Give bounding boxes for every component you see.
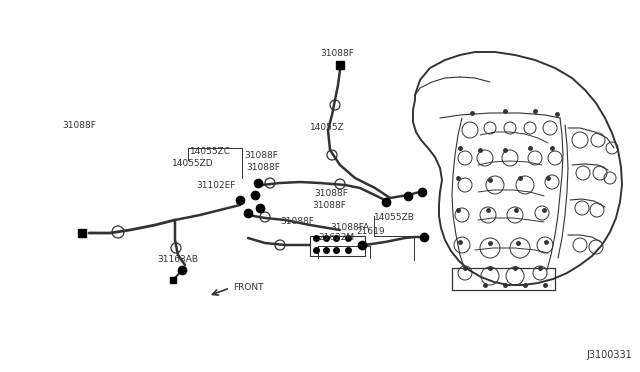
Text: 14055ZC: 14055ZC — [190, 147, 231, 155]
Polygon shape — [413, 52, 622, 285]
Text: 31102EF: 31102EF — [196, 182, 236, 190]
Text: 31088F: 31088F — [246, 164, 280, 173]
Text: 31163AB: 31163AB — [157, 256, 198, 264]
Text: 14055ZD: 14055ZD — [172, 158, 214, 167]
Text: FRONT: FRONT — [233, 282, 264, 292]
Text: 21622M: 21622M — [318, 234, 354, 243]
Bar — [310, 236, 365, 256]
Text: 31088F: 31088F — [244, 151, 278, 160]
Text: 21619: 21619 — [356, 228, 385, 237]
Text: 14055ZB: 14055ZB — [374, 214, 415, 222]
Text: 31088F: 31088F — [312, 201, 346, 209]
Text: 31088F: 31088F — [62, 122, 96, 131]
Text: 31088F: 31088F — [314, 189, 348, 199]
Text: 31088FA: 31088FA — [330, 224, 369, 232]
Text: 14055Z: 14055Z — [310, 124, 345, 132]
Text: 31088F: 31088F — [320, 49, 354, 58]
Text: J3100331: J3100331 — [586, 350, 632, 360]
Text: 31088F: 31088F — [280, 218, 314, 227]
